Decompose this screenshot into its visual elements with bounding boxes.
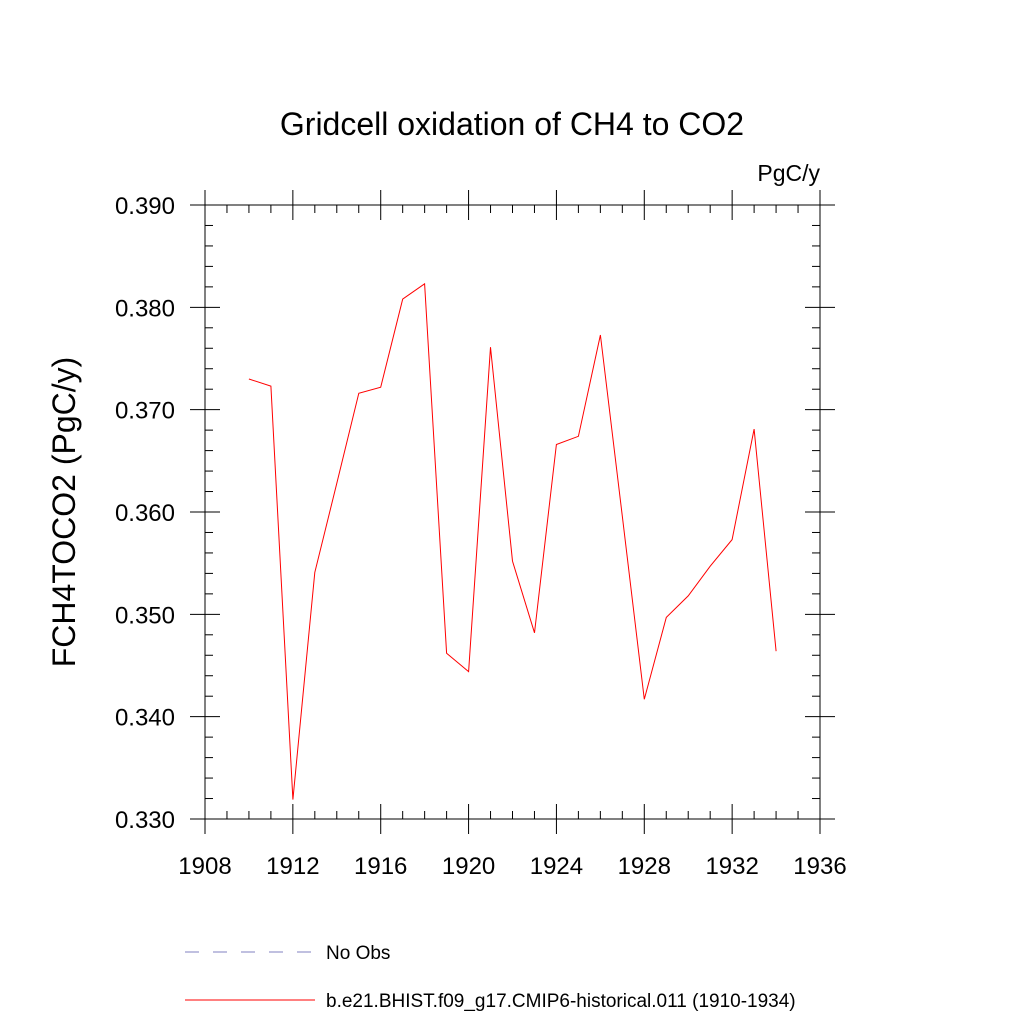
y-tick-label: 0.370 (115, 398, 175, 425)
units-label: PgC/y (757, 160, 820, 186)
x-tick-label: 1916 (354, 853, 407, 880)
legend-label: No Obs (326, 943, 390, 964)
x-tick-label: 1928 (618, 853, 671, 880)
x-tick-label: 1908 (178, 853, 231, 880)
plot-series (248, 282, 777, 800)
y-tick-label: 0.330 (115, 807, 175, 834)
x-tick-label: 1932 (705, 853, 758, 880)
series-line (248, 282, 777, 800)
x-tick-label: 1924 (530, 853, 583, 880)
plot-frame (204, 204, 821, 820)
chart-title: Gridcell oxidation of CH4 to CO2 (280, 106, 744, 142)
y-tick-label: 0.350 (115, 602, 175, 629)
axis-tick-labels: 1908 1912 1916 1920 1924 1928 1932 1936 0.330 0.3… (115, 193, 847, 880)
y-tick-label: 0.340 (115, 705, 175, 732)
legend: No Obs b.e21.BHIST.f09_g17.CMIP6-historic… (185, 943, 796, 1012)
x-tick-label: 1912 (266, 853, 319, 880)
axis-ticks (190, 190, 835, 834)
y-tick-label: 0.360 (115, 500, 175, 527)
x-tick-label: 1920 (442, 853, 495, 880)
y-tick-label: 0.380 (115, 295, 175, 322)
x-tick-label: 1936 (793, 853, 846, 880)
y-tick-label: 0.390 (115, 193, 175, 220)
legend-label: b.e21.BHIST.f09_g17.CMIP6-historical.011… (326, 991, 796, 1012)
y-axis-label: FCH4TOCO2 (PgC/y) (46, 357, 82, 668)
